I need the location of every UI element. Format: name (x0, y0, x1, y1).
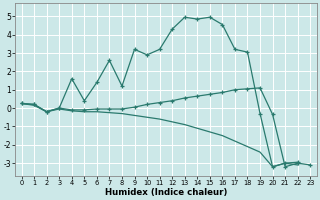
X-axis label: Humidex (Indice chaleur): Humidex (Indice chaleur) (105, 188, 227, 197)
